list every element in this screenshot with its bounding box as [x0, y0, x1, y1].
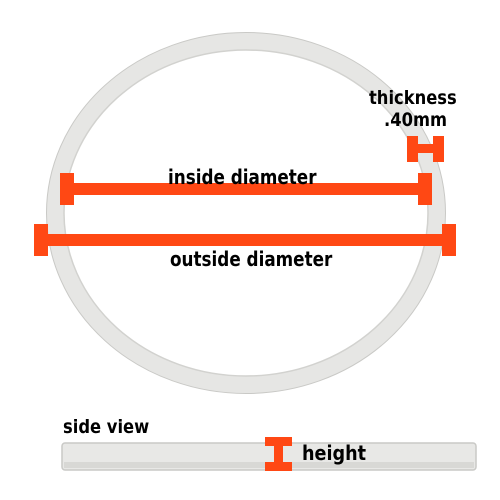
outside-diameter-label: outside diameter [170, 247, 333, 271]
ring-inner-edge [63, 49, 429, 377]
outside-diameter-marker [34, 224, 456, 256]
ring-body [47, 33, 445, 393]
inside-diameter-marker [60, 173, 432, 205]
thickness-label: thickness [369, 87, 457, 109]
outside-diameter-left-cap [34, 224, 48, 256]
height-marker [265, 437, 292, 471]
thickness-value-label: .40mm [384, 109, 448, 131]
inside-diameter-label: inside diameter [168, 165, 317, 189]
side-view-label: side view [63, 416, 150, 438]
height-stem [274, 444, 283, 464]
outside-diameter-right-cap [442, 224, 456, 256]
inside-diameter-left-cap [60, 173, 74, 205]
inside-diameter-right-cap [418, 173, 432, 205]
inside-diameter-bar [66, 183, 430, 195]
height-top-cap [265, 437, 292, 446]
height-label: height [302, 441, 367, 465]
outside-diameter-bar [40, 234, 454, 246]
thickness-crossbar [414, 144, 436, 153]
thickness-left-post [407, 136, 418, 162]
ring-top-view [46, 32, 446, 394]
thickness-right-post [433, 136, 444, 162]
thickness-marker [407, 136, 444, 162]
height-bottom-cap [265, 462, 292, 471]
